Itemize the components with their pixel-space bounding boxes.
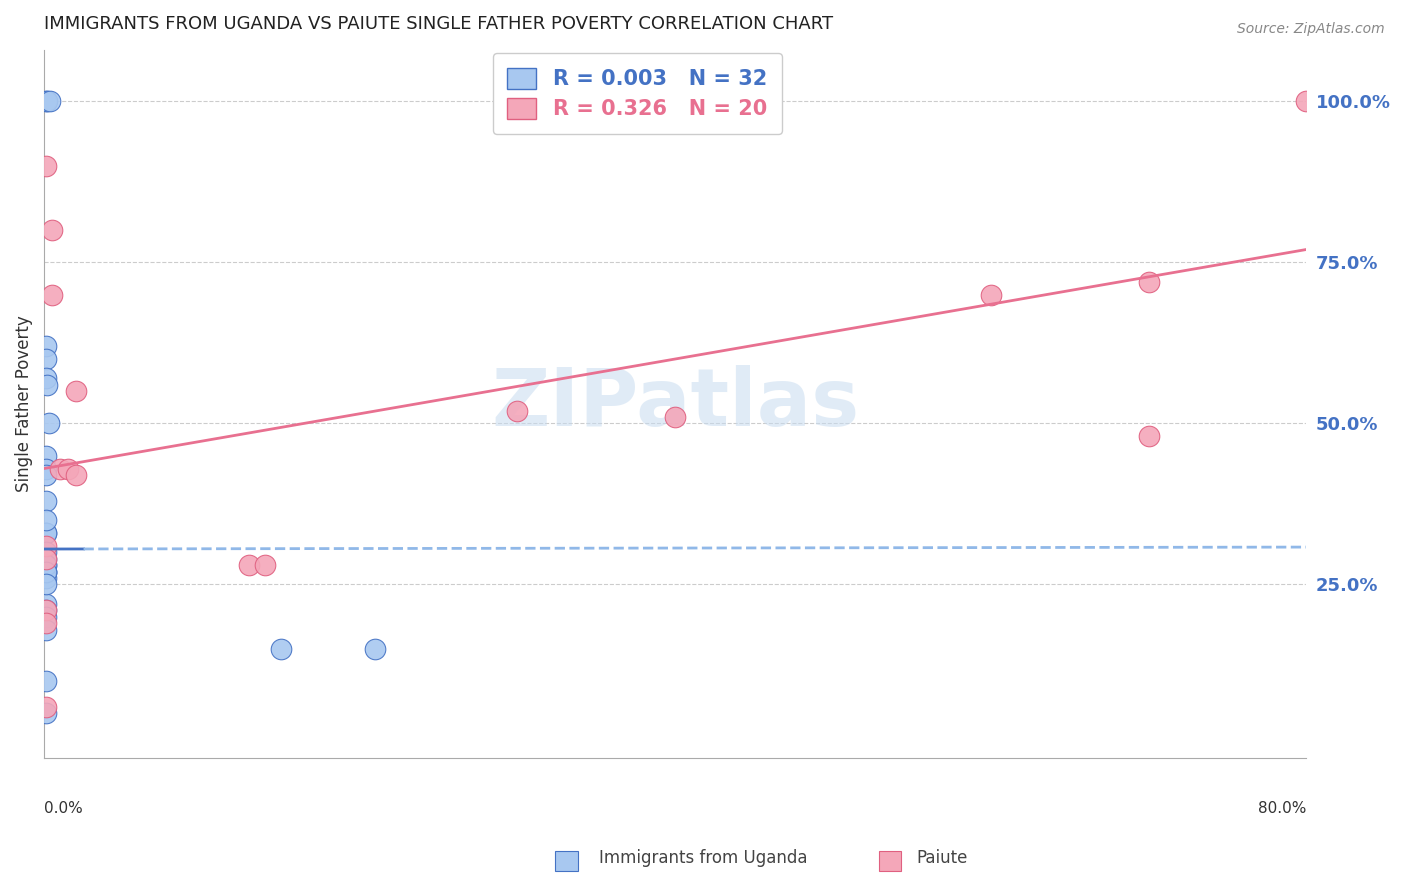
Point <box>34 603 56 617</box>
Text: 80.0%: 80.0% <box>1258 801 1306 816</box>
Point <box>37 95 59 109</box>
Point <box>41 287 63 301</box>
Text: Paiute: Paiute <box>917 849 967 867</box>
Point <box>34 449 56 463</box>
Text: Source: ZipAtlas.com: Source: ZipAtlas.com <box>1237 22 1385 37</box>
Point <box>34 461 56 475</box>
Point <box>34 551 56 566</box>
Point <box>34 597 56 611</box>
Point <box>34 539 56 553</box>
Point <box>34 525 56 540</box>
Point <box>253 558 276 573</box>
Point <box>34 577 56 591</box>
Point <box>34 371 56 385</box>
Point <box>34 339 56 353</box>
Legend: R = 0.003   N = 32, R = 0.326   N = 20: R = 0.003 N = 32, R = 0.326 N = 20 <box>492 54 782 134</box>
Point <box>34 674 56 689</box>
Point <box>664 409 686 424</box>
Y-axis label: Single Father Poverty: Single Father Poverty <box>15 316 32 492</box>
Point <box>34 565 56 579</box>
Point <box>1295 95 1317 109</box>
Point <box>34 467 56 482</box>
Point <box>56 461 79 475</box>
Point <box>34 571 56 585</box>
Point <box>34 616 56 631</box>
Point <box>980 287 1002 301</box>
Point <box>34 493 56 508</box>
Point <box>34 706 56 721</box>
Point <box>49 461 72 475</box>
Text: ZIPatlas: ZIPatlas <box>491 365 859 443</box>
Point <box>39 95 62 109</box>
Point <box>38 417 60 431</box>
Text: Immigrants from Uganda: Immigrants from Uganda <box>599 849 807 867</box>
Point <box>34 609 56 624</box>
Text: IMMIGRANTS FROM UGANDA VS PAIUTE SINGLE FATHER POVERTY CORRELATION CHART: IMMIGRANTS FROM UGANDA VS PAIUTE SINGLE … <box>44 15 834 33</box>
Point <box>34 558 56 573</box>
Point <box>34 351 56 366</box>
Point <box>34 565 56 579</box>
Point <box>34 525 56 540</box>
Point <box>34 558 56 573</box>
Point <box>1137 275 1160 289</box>
Point <box>34 551 56 566</box>
Point <box>41 223 63 237</box>
Point <box>34 545 56 559</box>
Point <box>34 623 56 637</box>
Point <box>34 159 56 173</box>
Point <box>34 603 56 617</box>
Point <box>65 384 87 399</box>
Point <box>364 641 387 656</box>
Point <box>65 467 87 482</box>
Point <box>270 641 292 656</box>
Point <box>238 558 260 573</box>
Point <box>34 513 56 527</box>
Text: 0.0%: 0.0% <box>44 801 83 816</box>
Point <box>34 95 56 109</box>
Point <box>34 565 56 579</box>
Point <box>506 403 529 417</box>
Point <box>37 377 59 392</box>
Point <box>34 699 56 714</box>
Point <box>1137 429 1160 443</box>
